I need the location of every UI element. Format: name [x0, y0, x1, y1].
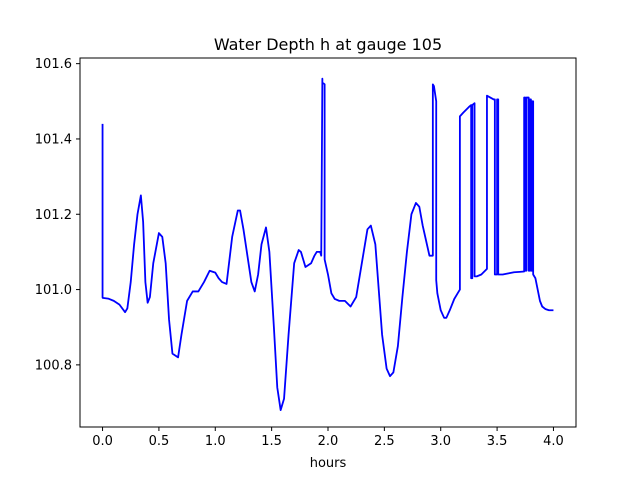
x-tick-label: 3.5	[487, 434, 508, 449]
x-tick-label: 2.0	[318, 434, 339, 449]
x-tick-label: 1.5	[261, 434, 282, 449]
series-layer	[101, 77, 554, 411]
x-axis-label: hours	[310, 456, 347, 471]
y-tick-label: 101.6	[35, 57, 72, 72]
y-axis-ticks: 100.8 101.0 101.2 101.4 101.6	[35, 57, 80, 373]
x-axis-ticks: 0.0 0.5 1.0 1.5 2.0 2.5 3.0 3.5 4.0	[92, 427, 564, 449]
x-tick-label: 2.5	[374, 434, 395, 449]
y-tick-label: 101.2	[35, 208, 72, 223]
y-tick-label: 101.0	[35, 283, 72, 298]
x-tick-label: 0.5	[149, 434, 170, 449]
x-tick-label: 0.0	[92, 434, 113, 449]
y-tick-label: 101.4	[35, 132, 72, 147]
plot-area	[80, 58, 576, 427]
y-tick-label: 100.8	[35, 358, 72, 373]
chart-title: Water Depth h at gauge 105	[214, 35, 442, 54]
x-tick-label: 1.0	[205, 434, 226, 449]
series-line-0	[101, 77, 554, 411]
x-tick-label: 3.0	[430, 434, 451, 449]
x-tick-label: 4.0	[543, 434, 564, 449]
